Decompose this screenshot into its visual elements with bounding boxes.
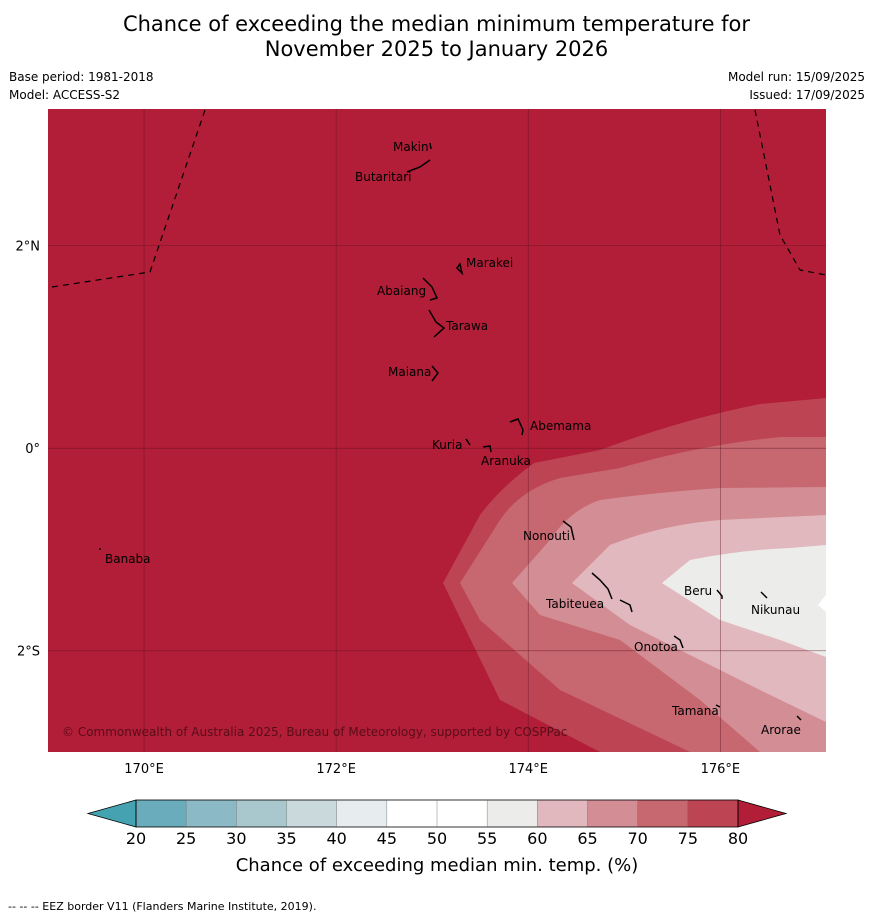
atoll-outline <box>562 520 575 541</box>
title-line-2: November 2025 to January 2026 <box>264 37 609 61</box>
chart-title: Chance of exceeding the median minimum t… <box>0 12 873 62</box>
colorbar-tick-label: 60 <box>527 829 547 848</box>
colorbar-segment <box>637 800 689 827</box>
atoll-outline <box>591 572 613 600</box>
atoll-outline <box>431 365 439 382</box>
colorbar: 20 25 30 35 40 45 50 55 60 65 70 75 80 Chance of exce… <box>86 799 788 876</box>
meta-left: Base period: 1981-2018 Model: ACCESS-S2 <box>9 68 154 104</box>
place-label-beru: Beru <box>684 584 712 598</box>
colorbar-title: Chance of exceeding median min. temp. (%… <box>236 855 639 876</box>
place-label-abemama: Abemama <box>530 419 591 433</box>
atoll-outline <box>422 277 439 301</box>
map-panel: Makin Butaritari Marakei Abaiang Tarawa Maian… <box>48 109 826 752</box>
atoll-outline <box>428 309 446 338</box>
colorbar-segment <box>687 800 739 827</box>
lon-tick-label: 176°E <box>701 762 741 777</box>
colorbar-over-arrow <box>737 799 788 828</box>
place-label-aranuka: Aranuka <box>481 454 531 468</box>
lat-tick-label: 2°N <box>16 240 41 255</box>
place-label-butaritari: Butaritari <box>355 170 412 184</box>
colorbar-segment <box>236 800 287 827</box>
lon-tick-label: 170°E <box>124 762 164 777</box>
colorbar-segment <box>537 800 588 827</box>
model-text: Model: ACCESS-S2 <box>9 88 121 102</box>
place-label-tabiteuea: Tabiteuea <box>545 597 604 611</box>
colorbar-segment <box>386 800 438 827</box>
place-label-nikunau: Nikunau <box>751 603 800 617</box>
atoll-outline <box>406 159 431 173</box>
eez-border-line <box>51 109 206 288</box>
title-line-1: Chance of exceeding the median minimum t… <box>122 12 751 36</box>
atoll-outline <box>456 262 464 276</box>
lon-tick-label: 174°E <box>508 762 548 777</box>
colorbar-tick-label: 55 <box>477 829 497 848</box>
place-label-arorae: Arorae <box>761 723 801 737</box>
lon-tick-label: 172°E <box>316 762 356 777</box>
colorbar-segment <box>587 800 638 827</box>
colorbar-segment <box>336 800 388 827</box>
meta-right: Model run: 15/09/2025 Issued: 17/09/2025 <box>728 68 865 104</box>
base-period-text: Base period: 1981-2018 <box>9 70 154 84</box>
place-label-kuria: Kuria <box>432 438 463 452</box>
atoll-outline <box>465 438 471 446</box>
atoll-outline <box>482 445 492 453</box>
band-55-60 <box>662 545 826 657</box>
colorbar-tick-label: 25 <box>176 829 196 848</box>
colorbar-tick-label: 80 <box>728 829 748 848</box>
place-label-banaba: Banaba <box>105 552 151 566</box>
band-white <box>818 595 826 612</box>
atoll-outline <box>716 589 723 599</box>
place-label-makin: Makin <box>393 140 429 154</box>
colorbar-segment <box>487 800 538 827</box>
colorbar-under-arrow <box>86 799 137 828</box>
issued-text: Issued: 17/09/2025 <box>749 88 865 102</box>
colorbar-tick-label: 20 <box>126 829 146 848</box>
atoll-outline <box>619 599 633 613</box>
place-label-maiana: Maiana <box>388 365 431 379</box>
atoll-outline <box>509 418 524 436</box>
place-label-nonouti: Nonouti <box>523 529 570 543</box>
place-label-onotoa: Onotoa <box>634 640 678 654</box>
atoll-outline <box>673 635 684 649</box>
colorbar-segment <box>286 800 337 827</box>
atoll-outline <box>715 704 721 708</box>
eez-footnote: -- -- -- EEZ border V11 (Flanders Marine… <box>8 900 317 913</box>
model-run-text: Model run: 15/09/2025 <box>727 70 865 84</box>
colorbar-segment <box>186 800 237 827</box>
place-label-marakei: Marakei <box>466 256 513 270</box>
colorbar-tick-label: 35 <box>276 829 296 848</box>
colorbar-segment <box>437 800 488 827</box>
lat-tick-label: 0° <box>25 442 40 457</box>
colorbar-tick-label: 40 <box>326 829 346 848</box>
lat-tick-label: 2°S <box>17 645 40 660</box>
colorbar-tick-label: 70 <box>627 829 647 848</box>
atoll-outline <box>429 142 432 150</box>
eez-border-line <box>754 109 826 276</box>
place-label-tamana: Tamana <box>671 704 719 718</box>
copyright-text: © Commonwealth of Australia 2025, Bureau… <box>62 725 567 739</box>
place-label-abaiang: Abaiang <box>377 284 426 298</box>
colorbar-tick-label: 50 <box>427 829 447 848</box>
colorbar-tick-label: 65 <box>577 829 597 848</box>
colorbar-segment <box>136 800 187 827</box>
colorbar-tick-label: 45 <box>377 829 397 848</box>
colorbar-tick-label: 75 <box>678 829 698 848</box>
place-label-tarawa: Tarawa <box>445 319 488 333</box>
colorbar-tick-label: 30 <box>226 829 246 848</box>
atoll-outline <box>796 715 802 721</box>
atoll-outline <box>760 591 768 599</box>
map-axes: 170°E 172°E 174°E 176°E 2°N 0° 2°S <box>16 240 741 777</box>
